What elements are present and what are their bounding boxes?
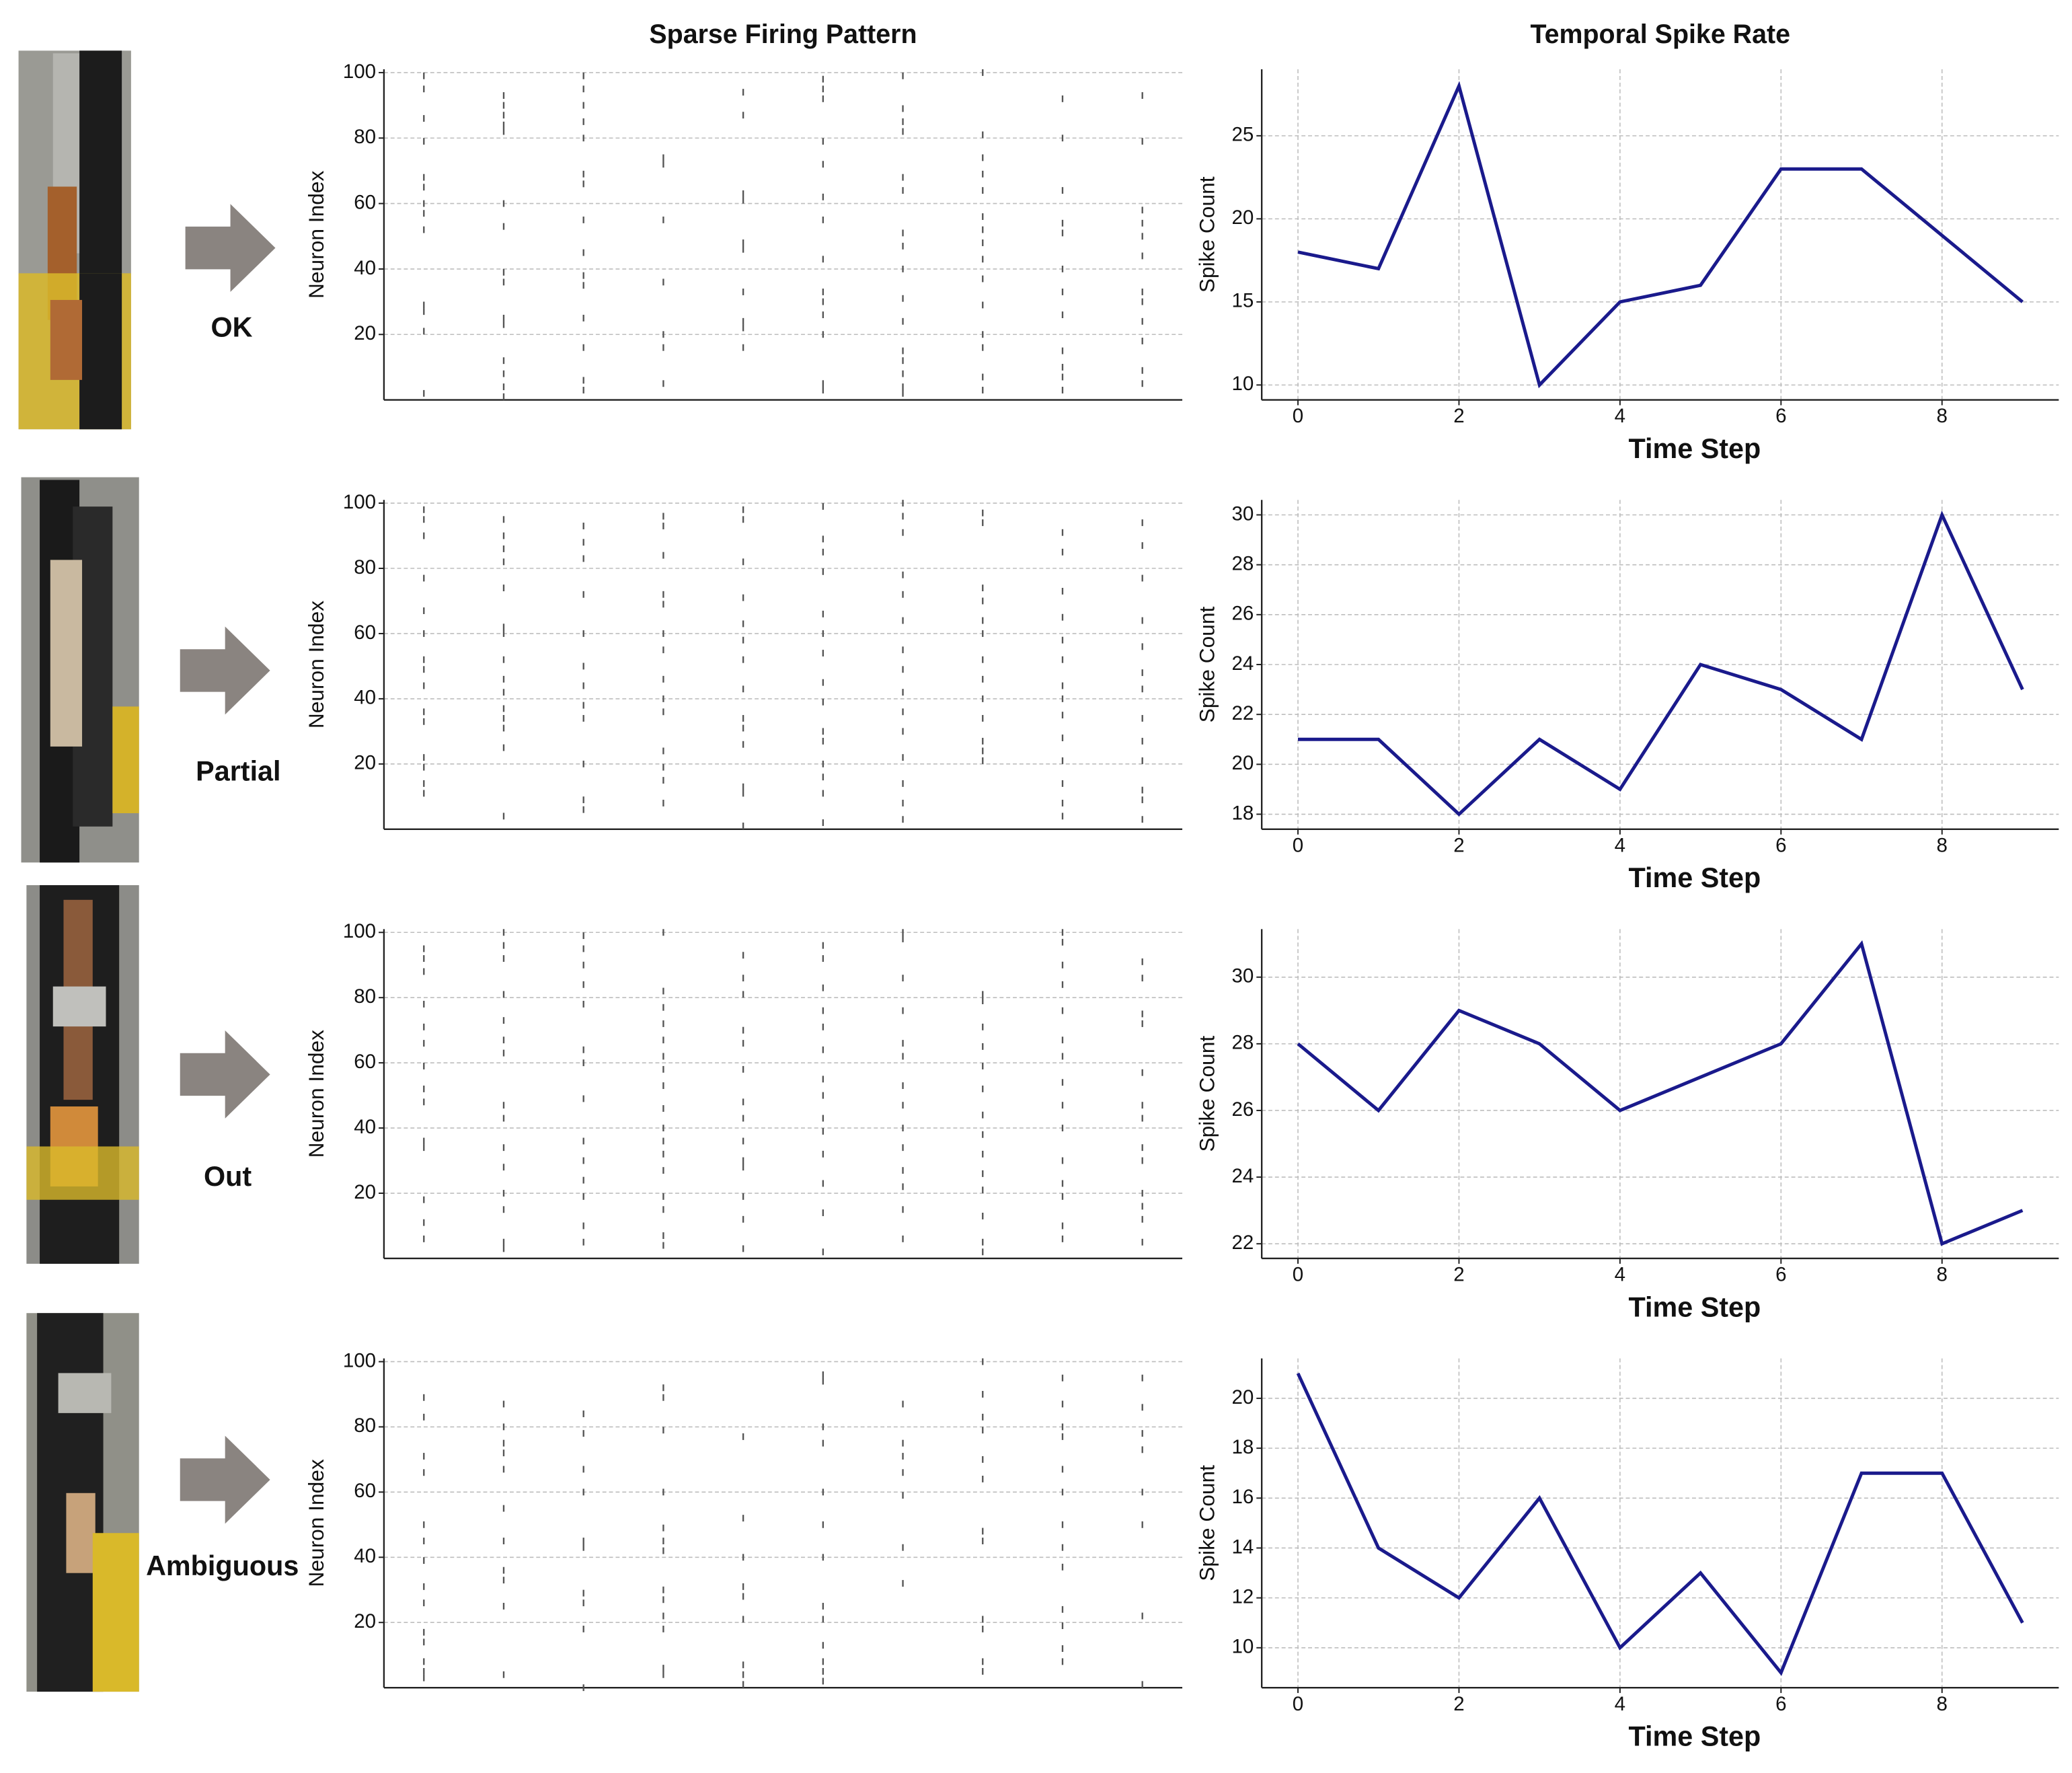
y-tick-label: 18 bbox=[1232, 1436, 1254, 1458]
x-axis-label: Time Step bbox=[1629, 1720, 1761, 1751]
arrows bbox=[180, 204, 276, 1524]
y-tick-label: 40 bbox=[354, 687, 376, 709]
y-tick-label: 22 bbox=[1232, 1232, 1254, 1254]
x-tick-label: 4 bbox=[1615, 405, 1625, 427]
y-tick-label: 100 bbox=[343, 1349, 376, 1371]
photo bbox=[21, 477, 139, 863]
y-tick-label: 16 bbox=[1232, 1486, 1254, 1508]
y-tick-label: 30 bbox=[1232, 502, 1254, 525]
line bbox=[1296, 1372, 2024, 1676]
x-tick-label: 0 bbox=[1293, 834, 1303, 856]
row-label: Ambiguous bbox=[146, 1550, 299, 1581]
x-tick-label: 6 bbox=[1775, 405, 1786, 427]
y-tick-label: 80 bbox=[354, 556, 376, 578]
x-tick-label: 4 bbox=[1615, 834, 1625, 856]
y-axis-label: Neuron Index bbox=[304, 170, 328, 299]
y-tick-label: 30 bbox=[1232, 965, 1254, 987]
x-tick-label: 4 bbox=[1615, 1693, 1625, 1715]
x-tick-label: 4 bbox=[1615, 1263, 1625, 1285]
y-tick-label: 28 bbox=[1232, 552, 1254, 574]
chart-title: Sparse Firing Pattern bbox=[649, 20, 917, 49]
x-tick-label: 2 bbox=[1453, 1263, 1464, 1285]
x-tick-label: 8 bbox=[1937, 1693, 1948, 1715]
x-tick-label: 0 bbox=[1293, 1263, 1303, 1285]
y-tick-label: 80 bbox=[354, 126, 376, 148]
photo bbox=[26, 885, 139, 1264]
y-axis-label: Neuron Index bbox=[304, 1030, 328, 1158]
y-tick-label: 20 bbox=[1232, 1386, 1254, 1408]
y-tick-label: 20 bbox=[354, 322, 376, 344]
x-tick-label: 6 bbox=[1775, 1263, 1786, 1285]
row-label: OK bbox=[211, 311, 253, 342]
y-tick-label: 12 bbox=[1232, 1585, 1254, 1608]
x-tick-label: 8 bbox=[1937, 1263, 1948, 1285]
y-tick-label: 40 bbox=[354, 257, 376, 279]
x-tick-label: 2 bbox=[1453, 1693, 1464, 1715]
y-tick-label: 100 bbox=[343, 491, 376, 513]
y-tick-label: 28 bbox=[1232, 1032, 1254, 1054]
y-tick-label: 20 bbox=[1232, 206, 1254, 229]
x-axis-label: Time Step bbox=[1629, 862, 1761, 893]
y-axis-label: Spike Count bbox=[1195, 606, 1219, 722]
y-tick-label: 15 bbox=[1232, 290, 1254, 312]
x-tick-label: 8 bbox=[1937, 834, 1948, 856]
y-axis-label: Neuron Index bbox=[304, 1459, 328, 1587]
row-label: Partial bbox=[196, 755, 280, 786]
row-label: Out bbox=[204, 1160, 252, 1192]
y-tick-label: 20 bbox=[354, 752, 376, 774]
x-axis-label: Time Step bbox=[1629, 432, 1761, 464]
x-tick-label: 6 bbox=[1775, 834, 1786, 856]
y-axis-label: Spike Count bbox=[1195, 1465, 1219, 1581]
y-tick-label: 20 bbox=[354, 1610, 376, 1632]
y-tick-label: 40 bbox=[354, 1116, 376, 1138]
y-tick-label: 60 bbox=[354, 191, 376, 213]
y-axis-label: Spike Count bbox=[1195, 1036, 1219, 1152]
x-tick-label: 8 bbox=[1937, 405, 1948, 427]
y-tick-label: 80 bbox=[354, 985, 376, 1008]
y-tick-label: 40 bbox=[354, 1545, 376, 1567]
y-tick-label: 10 bbox=[1232, 373, 1254, 395]
y-tick-label: 26 bbox=[1232, 1098, 1254, 1121]
line bbox=[1297, 940, 2024, 1246]
line bbox=[1297, 81, 2024, 389]
y-tick-label: 24 bbox=[1232, 1165, 1254, 1187]
y-axis-label: Spike Count bbox=[1195, 176, 1219, 293]
y-tick-label: 100 bbox=[343, 61, 376, 83]
y-tick-label: 22 bbox=[1232, 702, 1254, 724]
y-tick-label: 80 bbox=[354, 1414, 376, 1437]
y-tick-label: 20 bbox=[354, 1181, 376, 1203]
x-tick-label: 2 bbox=[1453, 834, 1464, 856]
photo bbox=[26, 1313, 139, 1692]
y-tick-label: 25 bbox=[1232, 124, 1254, 146]
chart-title: Temporal Spike Rate bbox=[1530, 20, 1790, 49]
y-axis-label: Neuron Index bbox=[304, 601, 328, 729]
y-tick-label: 60 bbox=[354, 1480, 376, 1502]
y-tick-label: 60 bbox=[354, 621, 376, 644]
x-tick-label: 0 bbox=[1293, 405, 1303, 427]
x-tick-label: 0 bbox=[1293, 1693, 1303, 1715]
x-tick-label: 6 bbox=[1775, 1693, 1786, 1715]
x-tick-label: 2 bbox=[1453, 405, 1464, 427]
y-tick-label: 100 bbox=[343, 920, 376, 942]
y-tick-label: 60 bbox=[354, 1051, 376, 1073]
y-tick-label: 26 bbox=[1232, 603, 1254, 625]
y-tick-label: 10 bbox=[1232, 1636, 1254, 1658]
y-tick-label: 14 bbox=[1232, 1536, 1254, 1558]
y-tick-label: 18 bbox=[1232, 802, 1254, 824]
y-tick-label: 20 bbox=[1232, 752, 1254, 774]
line bbox=[1298, 510, 2024, 817]
y-tick-label: 24 bbox=[1232, 652, 1254, 675]
x-axis-label: Time Step bbox=[1629, 1291, 1761, 1322]
photo bbox=[18, 50, 131, 430]
